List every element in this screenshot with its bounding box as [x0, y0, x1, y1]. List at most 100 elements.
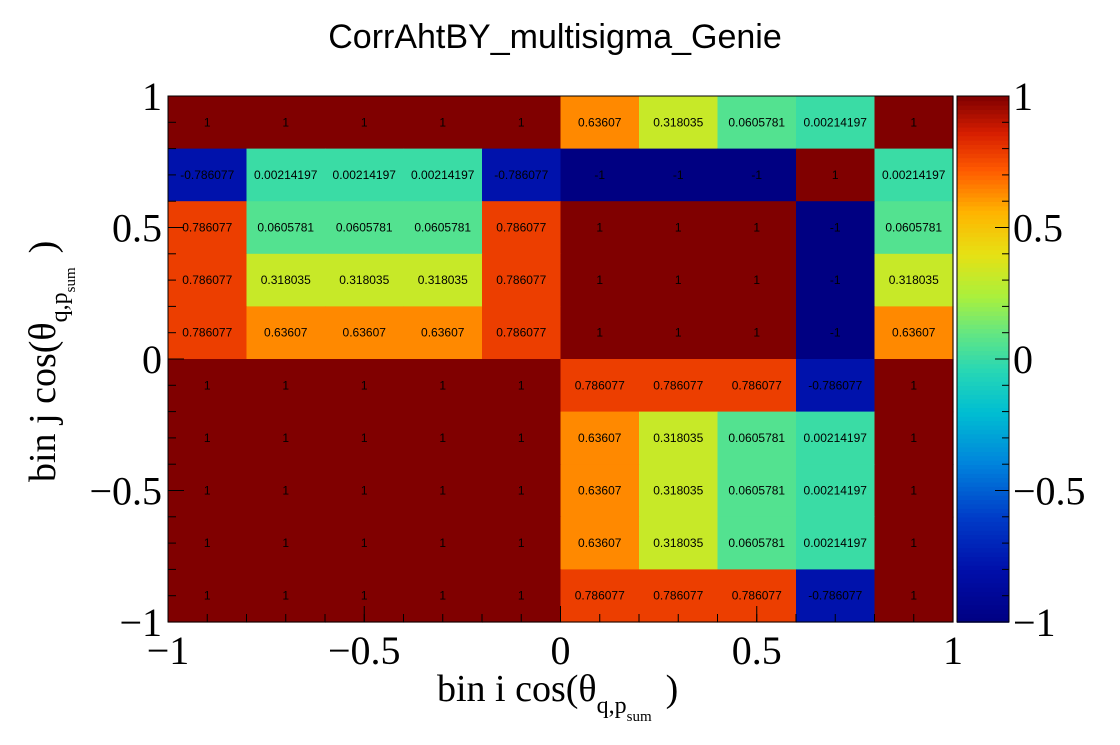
cell-value-label: 1 [753, 326, 760, 340]
colorbar-segment [957, 271, 1009, 277]
colorbar-segment [957, 582, 1009, 588]
heatmap-cell [639, 253, 719, 307]
colorbar-segment [957, 472, 1009, 479]
cell-value-label: 1 [753, 221, 760, 235]
cell-value-label: 0.00214197 [804, 115, 868, 129]
x-tick-label: 1 [943, 628, 963, 673]
cell-value-label: 1 [204, 431, 211, 445]
colorbar-segment [957, 411, 1009, 417]
heatmap-cell [639, 306, 719, 360]
colorbar-segment [957, 131, 1009, 137]
cell-value-label: 1 [204, 115, 211, 129]
heatmap-cell [246, 359, 326, 413]
colorbar-segment [957, 209, 1009, 216]
colorbar-segment [957, 214, 1009, 220]
colorbar-segment [957, 188, 1009, 194]
colorbar-segment [957, 350, 1009, 356]
colorbar-segment [957, 613, 1009, 619]
heatmap-cell [403, 253, 483, 307]
cell-value-label: 0.63607 [578, 484, 622, 498]
cell-value-label: -0.786077 [808, 378, 862, 392]
heatmap-cell [403, 359, 483, 413]
colorbar-segment [957, 201, 1009, 207]
colorbar-segment [957, 205, 1009, 211]
heatmap-cell [796, 96, 876, 150]
colorbar-tick-label: 1 [1013, 74, 1033, 119]
colorbar-segment [957, 437, 1009, 444]
y-tick-label: −0.5 [89, 469, 162, 514]
heatmap-cell [482, 359, 562, 413]
colorbar-segment [957, 117, 1009, 124]
heatmap-cell [717, 464, 797, 518]
colorbar-segment [957, 429, 1009, 435]
cell-value-label: -1 [751, 168, 762, 182]
cell-value-label: 0.786077 [496, 326, 546, 340]
colorbar-segment [957, 245, 1009, 251]
cell-value-label: 0.0605781 [728, 484, 785, 498]
cell-value-label: 0.318035 [339, 273, 389, 287]
heatmap-cell [796, 516, 876, 570]
cell-value-label: 1 [204, 536, 211, 550]
heatmap-cell [796, 359, 876, 413]
cell-value-label: 0.318035 [418, 273, 468, 287]
cell-value-label: 1 [910, 431, 917, 445]
heatmap-cell [482, 96, 562, 150]
cell-value-label: 1 [518, 484, 525, 498]
cell-value-label: 1 [361, 378, 368, 392]
colorbar-segment [957, 293, 1009, 299]
colorbar-segment [957, 310, 1009, 316]
heatmap-cell [403, 96, 483, 150]
colorbar-segment [957, 104, 1009, 110]
cell-value-label: 0.786077 [182, 273, 232, 287]
heatmap-cell [325, 411, 405, 465]
heatmap-cell [560, 148, 640, 202]
heatmap-cell [325, 359, 405, 413]
cell-value-label: 0.63607 [343, 326, 387, 340]
colorbar-segment [957, 389, 1009, 395]
heatmap-cell [717, 148, 797, 202]
colorbar-segment [957, 415, 1009, 422]
cell-value-label: 0.00214197 [804, 536, 868, 550]
heatmap-cell [246, 253, 326, 307]
colorbar-segment [957, 442, 1009, 448]
colorbar-segment [957, 499, 1009, 505]
colorbar-segment [957, 135, 1009, 141]
heatmap-cell [168, 306, 248, 360]
colorbar-segment [957, 512, 1009, 518]
cell-value-label: 1 [910, 115, 917, 129]
cell-value-label: -0.786077 [180, 168, 234, 182]
heatmap-cell [403, 411, 483, 465]
cell-value-label: 1 [282, 536, 289, 550]
colorbar-segment [957, 192, 1009, 198]
x-axis: −1 −0.5 0 0.5 1 [147, 606, 963, 673]
heatmap-cell [482, 253, 562, 307]
heatmap-cell [403, 516, 483, 570]
cell-value-label: -1 [830, 326, 841, 340]
colorbar-segment [957, 433, 1009, 439]
heatmap-cell [796, 253, 876, 307]
heatmap-cell [796, 569, 876, 623]
colorbar-segment [957, 521, 1009, 527]
colorbar-segment [957, 446, 1009, 452]
cell-value-label: 1 [439, 378, 446, 392]
cell-value-label: 1 [361, 589, 368, 603]
colorbar-segment [957, 332, 1009, 338]
cell-value-label: 1 [518, 115, 525, 129]
cell-value-label: 0.00214197 [333, 168, 397, 182]
cell-value-label: 1 [753, 273, 760, 287]
colorbar-segment [957, 451, 1009, 457]
cell-value-label: 1 [910, 484, 917, 498]
colorbar-segment [957, 398, 1009, 404]
heatmap-cell [560, 359, 640, 413]
heatmap-cell [325, 306, 405, 360]
colorbar-segment [957, 354, 1009, 360]
heatmap-cell [560, 306, 640, 360]
cell-value-label: 0.00214197 [254, 168, 318, 182]
colorbar-segment [957, 315, 1009, 321]
colorbar-segment [957, 236, 1009, 242]
heatmap-cell [325, 148, 405, 202]
heatmap-cell [639, 464, 719, 518]
colorbar-segment [957, 96, 1009, 102]
cell-value-label: 1 [675, 326, 682, 340]
heatmap-cell [639, 516, 719, 570]
